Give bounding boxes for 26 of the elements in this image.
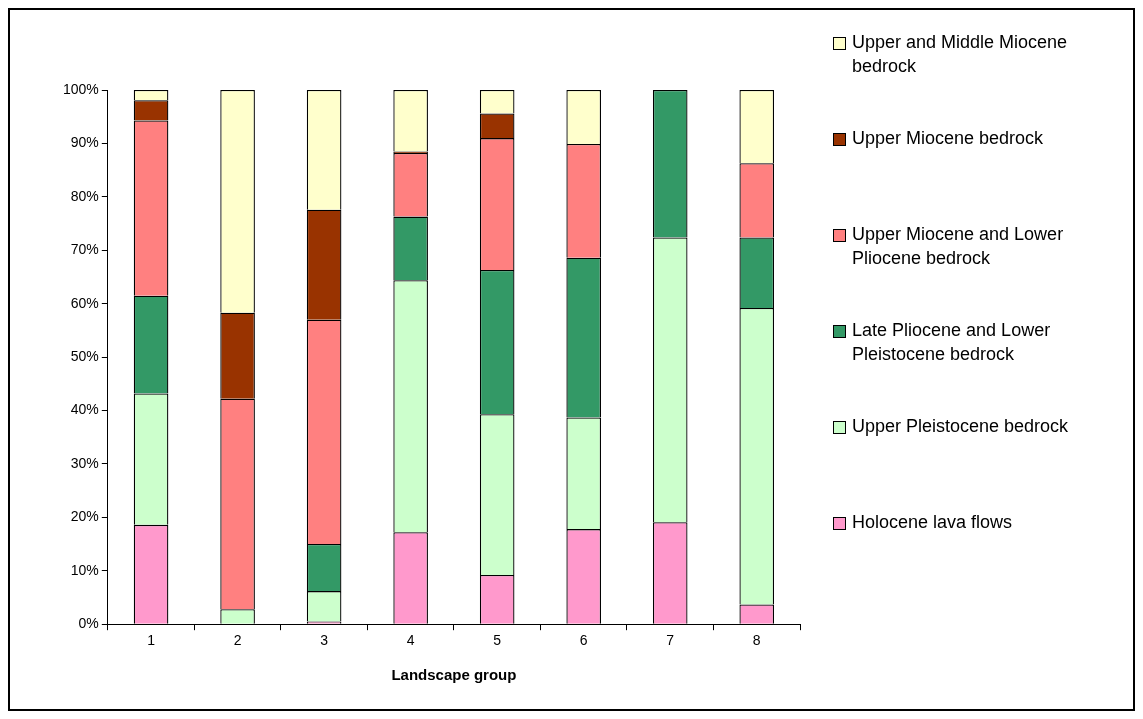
y-tick-label: 30% [70,454,99,471]
legend-label: Holocene lava flows [852,511,1013,534]
y-tick-label: 50% [70,347,99,364]
y-tick-label: 70% [70,241,99,258]
x-tick-label: 4 [406,632,415,649]
x-tick-label: 8 [752,632,761,649]
y-tick-label: 90% [70,134,99,151]
legend-label: Upper Miocene bedrock [852,127,1044,150]
y-tick-label: 80% [70,187,99,204]
x-tick-label: 7 [666,632,675,649]
x-tick-label: 6 [579,632,588,649]
y-tick-label: 40% [70,401,99,418]
x-tick-label: 5 [493,632,502,649]
legend-label: Upper Pleistocene bedrock [852,415,1069,438]
y-tick-label: 0% [78,615,99,632]
x-axis-title: Landscape group [391,666,517,684]
x-tick-label: 3 [320,632,329,649]
y-tick-label: 100% [62,80,99,97]
x-tick-label: 2 [233,632,242,649]
legend-label: Late Pliocene and Lower Pleistocene bedrock [852,319,1052,366]
y-tick-label: 60% [70,294,99,311]
legend-label: Upper and Middle Miocene bedrock [852,31,1069,78]
x-tick-label: 1 [147,632,156,649]
y-tick-label: 10% [70,561,99,578]
legend-label: Upper Miocene and Lower Pliocene bedrock [852,223,1065,270]
y-tick-label: 20% [70,508,99,525]
